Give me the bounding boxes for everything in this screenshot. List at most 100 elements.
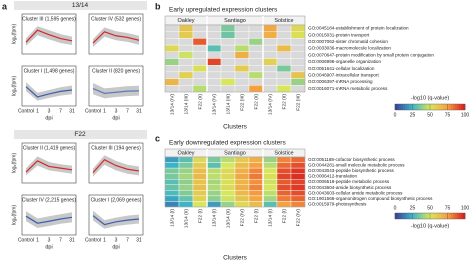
- heatmap-cell: [178, 190, 194, 197]
- x-tick-label: 3: [115, 108, 118, 114]
- heatmap-cell: [248, 44, 264, 52]
- heatmap-cell: [290, 78, 306, 86]
- heatmap-cell: [276, 58, 292, 66]
- heatmap-cell: [206, 156, 222, 163]
- heatmap-cell: [234, 179, 250, 185]
- colorbar-segment: [451, 213, 454, 219]
- heatmap-cell: [220, 58, 236, 66]
- colorbar-segment: [443, 104, 446, 110]
- colorbar-segment: [441, 213, 444, 219]
- heatmap-cell: [234, 162, 250, 169]
- heatmap-cell: [164, 167, 180, 174]
- heatmap-cell: [234, 24, 250, 32]
- heatmap-cell: [192, 71, 208, 79]
- mean-line: [92, 215, 140, 226]
- heatmap-cell: [276, 31, 292, 39]
- row-label: GO:0043043-peptide biosynthetic process: [308, 168, 395, 173]
- heatmap-cell: [164, 51, 180, 59]
- heatmap-cell: [290, 184, 306, 191]
- x-tick-label: 31: [136, 237, 142, 243]
- heatmap-cell: [276, 24, 292, 32]
- column-label: 13/14 (I): [211, 209, 217, 227]
- heatmap-cell: [262, 58, 278, 66]
- colorbar-segment: [433, 213, 436, 219]
- colorbar-segment: [395, 104, 398, 110]
- heatmap-cell: [234, 195, 250, 202]
- colorbar-segment: [437, 213, 440, 219]
- colorbar-segment: [459, 213, 462, 219]
- heatmap-cell: [178, 156, 194, 163]
- heatmap-cell: [178, 167, 194, 174]
- colorbar-segment: [423, 104, 426, 110]
- heatmap-cell: [290, 64, 306, 73]
- heatmap-cell: [206, 51, 222, 59]
- heatmap-cell: [290, 167, 306, 174]
- colorbar-segment: [445, 213, 448, 219]
- heatmap-cell: [248, 85, 264, 93]
- column-label: 13/14 (III): [183, 94, 189, 115]
- colorbar-segment: [431, 104, 434, 110]
- column-label: F22 (II): [253, 94, 259, 110]
- heatmap-cell: [276, 38, 292, 46]
- heatmap-cell: [206, 190, 222, 197]
- heatmap-cell: [290, 162, 306, 169]
- heatmap-cell: [178, 78, 194, 86]
- heatmap-cell: [164, 156, 180, 163]
- heatmap-cell: [290, 173, 306, 180]
- heatmap-cell: [192, 38, 208, 46]
- heatmap-cell: [220, 195, 236, 202]
- heatmap-cell: [276, 78, 292, 86]
- heatmap-cell: [248, 184, 264, 191]
- heatmap-cell: [178, 179, 194, 185]
- heatmap-cell: [192, 64, 208, 73]
- heatmap-cell: [192, 173, 208, 180]
- colorbar-segment: [405, 104, 408, 110]
- colorbar-segment: [409, 104, 412, 110]
- column-label: 13/14 (I): [169, 209, 175, 227]
- column-label: F22 (III): [295, 94, 301, 111]
- cultivar-name: Solstice: [274, 18, 293, 24]
- heatmap-cell: [206, 38, 222, 46]
- heatmap-cell: [192, 58, 208, 66]
- heatmap-cell: [178, 64, 194, 73]
- colorbar-segment: [461, 213, 464, 219]
- heatmap-frame: [164, 156, 306, 208]
- mean-line: [92, 31, 140, 44]
- row-label: GO:0045184-establishment of protein loca…: [308, 26, 409, 31]
- x-tick-label: 3: [115, 237, 118, 243]
- heatmap-cell: [220, 78, 236, 86]
- heatmap-cell: [262, 44, 278, 52]
- y-axis-label: log₂(fpm): [11, 76, 17, 97]
- heatmap-cell: [206, 201, 222, 208]
- heatmap-cell: [178, 58, 194, 66]
- colorbar-segment: [457, 213, 460, 219]
- colorbar-tick-label: 100: [461, 112, 470, 118]
- x-tick-label: 3: [48, 108, 51, 114]
- colorbar-label: -log10 (q-value): [411, 95, 450, 101]
- heatmap-cell: [220, 71, 236, 79]
- heatmap-cell: [262, 195, 278, 202]
- heatmap-cell: [276, 156, 292, 163]
- panel-label: a: [2, 1, 8, 11]
- row-label: GO:0044281-small molecule metabolic proc…: [308, 163, 405, 168]
- heatmap-cell: [192, 162, 208, 169]
- heatmap-cell: [262, 71, 278, 79]
- colorbar-segment: [463, 213, 466, 219]
- heatmap-cell: [220, 38, 236, 46]
- colorbar-segment: [463, 104, 466, 110]
- mean-line: [25, 215, 73, 224]
- x-tick-label: 31: [69, 108, 75, 114]
- cluster-title: Cluster III (1,595 genes): [22, 16, 76, 22]
- spread-band: [26, 26, 72, 46]
- heatmap-cell: [164, 31, 180, 39]
- colorbar-segment: [415, 213, 418, 219]
- x-tick-label: 1: [36, 108, 39, 114]
- colorbar-segment: [401, 213, 404, 219]
- heatmap-cell: [262, 51, 278, 59]
- colorbar-tick-label: 75: [445, 112, 451, 118]
- colorbar-tick-label: 50: [427, 112, 433, 118]
- heatmap-cell: [276, 195, 292, 202]
- colorbar-segment: [433, 104, 436, 110]
- heatmap-cell: [206, 167, 222, 174]
- mean-line: [92, 158, 140, 173]
